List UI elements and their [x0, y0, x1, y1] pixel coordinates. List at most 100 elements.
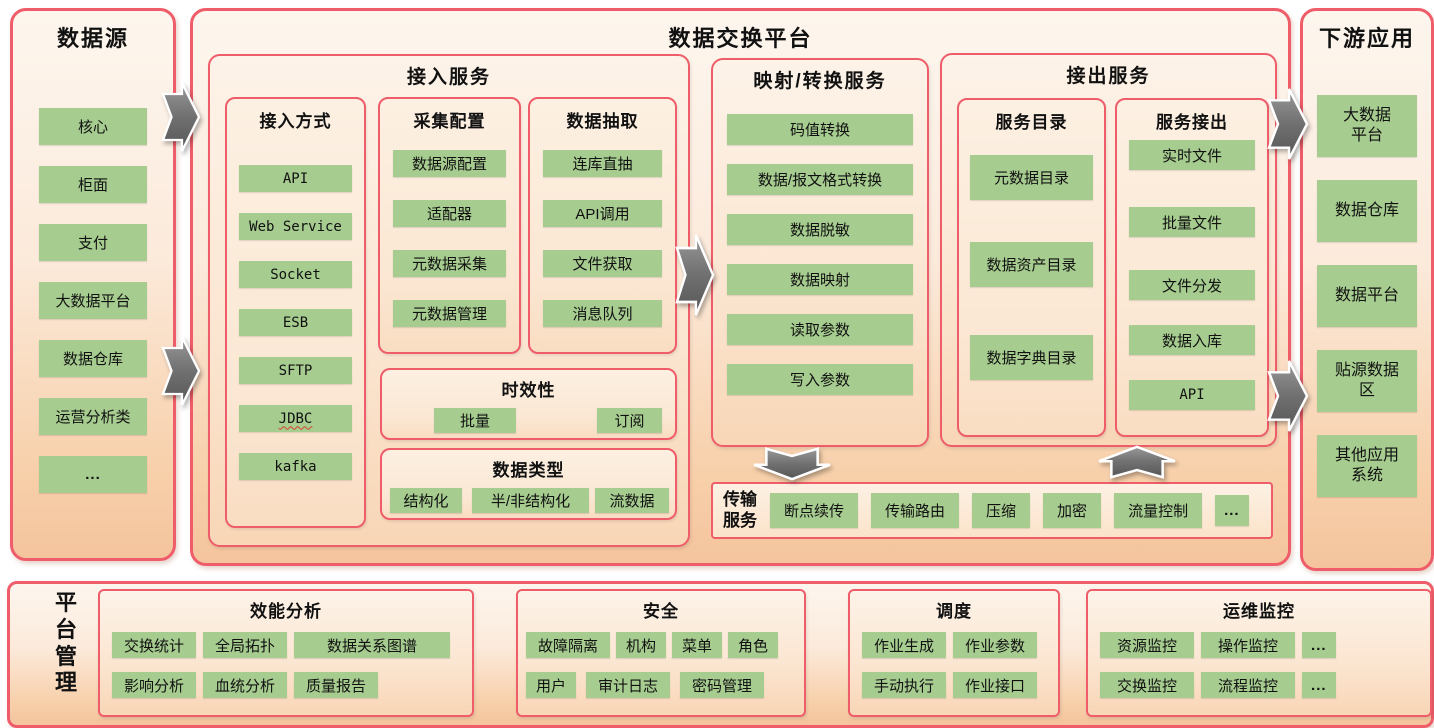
security-item: 角色 [728, 632, 779, 658]
access-service-section: 接入服务 接入方式 API Web Service Socket ESB SFT… [208, 54, 690, 547]
access-methods-list: API Web Service Socket ESB SFTP JDBC kaf… [239, 165, 352, 480]
access-method-item: kafka [239, 453, 352, 480]
security-section: 安全 故障隔离 机构 菜单 角色 用户 审计日志 密码管理 [516, 589, 806, 717]
downstream-item: 贴源数据 区 [1317, 350, 1417, 412]
collect-item: 元数据采集 [393, 250, 506, 277]
schedule-item: 作业接口 [953, 672, 1038, 698]
downstream-list: 大数据 平台 数据仓库 数据平台 贴源数据 区 其他应用 系统 [1317, 95, 1417, 497]
output-service-section: 接出服务 服务目录 元数据目录 数据资产目录 数据字典目录 服务接出 实时文件 … [940, 53, 1277, 447]
efficiency-item: 数据关系图谱 [294, 632, 451, 658]
access-method-item: Web Service [239, 213, 352, 240]
schedule-item: 作业生成 [862, 632, 947, 658]
security-item: 菜单 [672, 632, 723, 658]
security-row: 故障隔离 机构 菜单 角色 [526, 632, 796, 658]
access-methods-title: 接入方式 [259, 112, 332, 131]
monitor-item: 操作监控 [1201, 632, 1296, 658]
downstream-item: 大数据 平台 [1317, 95, 1417, 157]
access-method-item: API [239, 165, 352, 192]
mapping-item: 数据脱敏 [727, 214, 913, 245]
downstream-panel: 下游应用 大数据 平台 数据仓库 数据平台 贴源数据 区 其他应用 系统 [1300, 8, 1434, 571]
data-type-item: 结构化 [390, 488, 462, 513]
service-out-box: 服务接出 实时文件 批量文件 文件分发 数据入库 API [1115, 98, 1269, 437]
monitor-item: 流程监控 [1201, 672, 1296, 698]
service-out-item: API [1129, 380, 1255, 410]
transfer-item: 加密 [1043, 493, 1102, 528]
source-item: 支付 [39, 224, 147, 261]
efficiency-section: 效能分析 交换统计 全局拓扑 数据关系图谱 影响分析 血统分析 质量报告 [98, 589, 474, 717]
access-method-item: ESB [239, 309, 352, 336]
monitor-section: 运维监控 资源监控 操作监控 ... 交换监控 流程监控 ... [1086, 589, 1432, 717]
platform-mgmt-panel: 平 台 管 理 效能分析 交换统计 全局拓扑 数据关系图谱 影响分析 血统分析 … [7, 581, 1434, 728]
collect-item: 数据源配置 [393, 150, 506, 177]
mapping-item: 数据映射 [727, 264, 913, 295]
access-method-item: SFTP [239, 357, 352, 384]
flow-arrow-right-icon [1267, 360, 1309, 432]
data-source-list: 核心 柜面 支付 大数据平台 数据仓库 运营分析类 ... [39, 108, 147, 493]
data-source-title: 数据源 [56, 26, 129, 51]
schedule-item: 手动执行 [862, 672, 947, 698]
collect-item: 适配器 [393, 200, 506, 227]
downstream-item: 其他应用 系统 [1317, 435, 1417, 497]
timeliness-item: 批量 [434, 408, 516, 433]
platform-mgmt-title: 平 台 管 理 [54, 590, 77, 696]
data-types-title: 数据类型 [492, 461, 565, 480]
security-item: 审计日志 [586, 672, 671, 698]
transfer-item: 断点续传 [770, 493, 859, 528]
extract-item: API调用 [543, 200, 662, 227]
service-out-item: 实时文件 [1129, 140, 1255, 170]
extract-item: 连库直抽 [543, 150, 662, 177]
monitor-item: 资源监控 [1100, 632, 1195, 658]
security-title: 安全 [643, 602, 679, 621]
efficiency-item: 全局拓扑 [203, 632, 288, 658]
monitor-row: 交换监控 流程监控 ... [1100, 672, 1418, 698]
service-out-item: 批量文件 [1129, 207, 1255, 237]
security-item: 机构 [616, 632, 667, 658]
data-types-box: 数据类型 结构化 半/非结构化 流数据 [380, 448, 677, 520]
service-out-item: 文件分发 [1129, 270, 1255, 300]
source-item: 大数据平台 [39, 282, 147, 319]
catalog-item: 元数据目录 [970, 155, 1093, 200]
monitor-item: 交换监控 [1100, 672, 1195, 698]
transfer-service-bar: 传输 服务 断点续传 传输路由 压缩 加密 流量控制 ... [711, 482, 1273, 539]
monitor-item-more: ... [1302, 672, 1336, 698]
source-item-more: ... [39, 456, 147, 493]
timeliness-box: 时效性 批量 订阅 [380, 368, 677, 440]
monitor-item-more: ... [1302, 632, 1336, 658]
efficiency-row: 交换统计 全局拓扑 数据关系图谱 [112, 632, 460, 658]
access-method-item: Socket [239, 261, 352, 288]
service-out-title: 服务接出 [1156, 113, 1228, 132]
transfer-item: 压缩 [972, 493, 1031, 528]
mapping-service-title: 映射/转换服务 [753, 71, 887, 92]
efficiency-item: 质量报告 [294, 672, 379, 698]
efficiency-item: 影响分析 [112, 672, 197, 698]
source-item: 数据仓库 [39, 340, 147, 377]
schedule-title: 调度 [936, 602, 972, 621]
downstream-title: 下游应用 [1318, 26, 1415, 51]
schedule-section: 调度 作业生成 作业参数 手动执行 作业接口 [848, 589, 1060, 717]
source-item: 柜面 [39, 166, 147, 203]
schedule-item: 作业参数 [953, 632, 1038, 658]
exchange-platform-panel: 数据交换平台 接入服务 接入方式 API Web Service Socket … [190, 8, 1291, 566]
data-extract-title: 数据抽取 [566, 112, 639, 131]
source-item: 运营分析类 [39, 398, 147, 435]
service-out-item: 数据入库 [1129, 325, 1255, 355]
flow-arrow-right-icon [1267, 88, 1309, 160]
timeliness-item: 订阅 [597, 408, 662, 433]
transfer-item: 流量控制 [1114, 493, 1203, 528]
monitor-title: 运维监控 [1223, 602, 1295, 621]
monitor-row: 资源监控 操作监控 ... [1100, 632, 1418, 658]
downstream-item: 数据平台 [1317, 265, 1417, 327]
efficiency-title: 效能分析 [250, 602, 322, 621]
mapping-service-section: 映射/转换服务 码值转换 数据/报文格式转换 数据脱敏 数据映射 读取参数 写入… [711, 58, 929, 447]
timeliness-title: 时效性 [501, 381, 556, 400]
flow-arrow-right-icon [675, 234, 715, 316]
data-extract-box: 数据抽取 连库直抽 API调用 文件获取 消息队列 [528, 97, 677, 354]
service-catalog-box: 服务目录 元数据目录 数据资产目录 数据字典目录 [957, 98, 1106, 437]
flow-arrow-right-icon [161, 336, 201, 406]
flow-arrow-down-icon [753, 447, 831, 481]
security-row: 用户 审计日志 密码管理 [526, 672, 792, 698]
access-method-item-jdbc: JDBC [239, 405, 352, 432]
collect-item: 元数据管理 [393, 300, 506, 327]
data-source-panel: 数据源 核心 柜面 支付 大数据平台 数据仓库 运营分析类 ... [10, 8, 176, 561]
